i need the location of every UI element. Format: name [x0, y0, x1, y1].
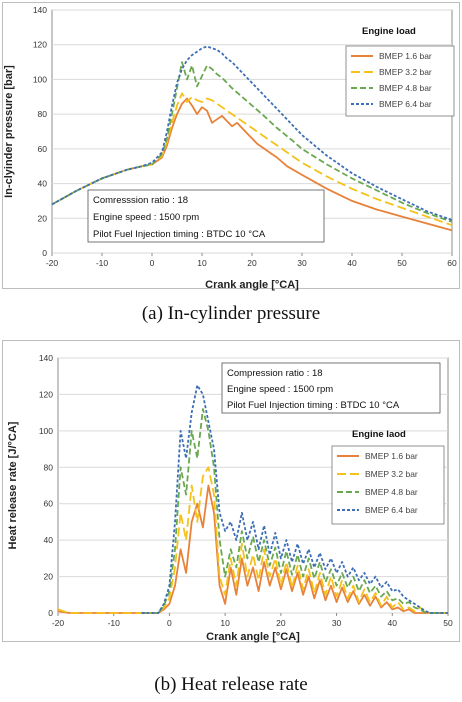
series-line-2	[57, 466, 448, 614]
series-line-1	[57, 484, 448, 614]
x-tick-label: 50	[443, 618, 453, 628]
legend-entry: BMEP 1.6 bar	[379, 51, 432, 61]
series-line-4	[51, 45, 453, 221]
x-tick-label: -20	[52, 618, 65, 628]
caption-a: (a) In-cylinder pressure	[141, 303, 321, 324]
y-axis-label: Heat release rate [J/°CA]	[7, 421, 19, 549]
annotation-box	[87, 189, 325, 243]
legend-entry: BMEP 1.6 bar	[365, 451, 418, 461]
x-tick-label: -20	[46, 258, 59, 268]
x-tick-label: -10	[96, 258, 109, 268]
x-tick-label: 40	[388, 618, 398, 628]
x-tick-label: 20	[276, 618, 286, 628]
x-tick-label: 10	[220, 618, 230, 628]
y-tick-label: 40	[44, 535, 54, 545]
legend-title: Engine laod	[352, 429, 406, 440]
annotation-line: Comresssion ratio : 18	[93, 195, 188, 206]
legend-entry: BMEP 4.8 bar	[379, 83, 432, 93]
annotation-line: Pilot Fuel Injection timing : BTDC 10 °C…	[93, 229, 266, 240]
y-tick-label: 0	[42, 248, 47, 258]
x-tick-label: 50	[397, 258, 407, 268]
y-tick-label: 120	[33, 40, 47, 50]
x-tick-label: 40	[347, 258, 357, 268]
legend-entry: BMEP 4.8 bar	[365, 487, 418, 497]
legend-box	[331, 445, 445, 525]
annotation-line: Pilot Fuel Injection timing : BTDC 10 °C…	[227, 400, 400, 411]
y-tick-label: 20	[44, 572, 54, 582]
y-tick-label: 0	[48, 608, 53, 618]
x-tick-label: 30	[297, 258, 307, 268]
y-tick-label: 100	[33, 74, 47, 84]
annotation-line: Engine speed : 1500 rpm	[227, 384, 333, 395]
x-tick-label: -10	[108, 618, 121, 628]
legend-entry: BMEP 6.4 bar	[365, 505, 418, 515]
y-tick-label: 140	[39, 353, 53, 363]
y-tick-label: 120	[39, 389, 53, 399]
y-tick-label: 80	[38, 109, 48, 119]
series-line-3	[141, 408, 448, 614]
y-tick-label: 100	[39, 426, 53, 436]
y-axis-label: In-clyinder pressure [bar]	[3, 65, 15, 198]
x-tick-label: 60	[447, 258, 457, 268]
x-tick-label: 30	[332, 618, 342, 628]
x-tick-label: 0	[167, 618, 172, 628]
y-tick-label: 60	[44, 499, 54, 509]
x-tick-label: 20	[247, 258, 257, 268]
legend-entry: BMEP 3.2 bar	[379, 67, 432, 77]
y-tick-label: 80	[44, 462, 54, 472]
y-tick-label: 40	[38, 179, 48, 189]
annotation-line: Compression ratio : 18	[227, 368, 323, 379]
annotation-line: Engine speed : 1500 rpm	[93, 212, 199, 223]
x-axis-label: Crank angle [°CA]	[205, 279, 299, 291]
legend-entry: BMEP 6.4 bar	[379, 99, 432, 109]
y-tick-label: 20	[38, 213, 48, 223]
x-tick-label: 10	[197, 258, 207, 268]
y-tick-label: 60	[38, 144, 48, 154]
series-line-3	[51, 61, 453, 223]
x-tick-label: 0	[150, 258, 155, 268]
caption-b: (b) Heat release rate	[154, 674, 308, 695]
legend-title: Engine load	[362, 26, 416, 37]
legend-entry: BMEP 3.2 bar	[365, 469, 418, 479]
y-tick-label: 140	[33, 5, 47, 15]
x-axis-label: Crank angle [°CA]	[206, 631, 300, 643]
annotation-box	[221, 362, 441, 414]
